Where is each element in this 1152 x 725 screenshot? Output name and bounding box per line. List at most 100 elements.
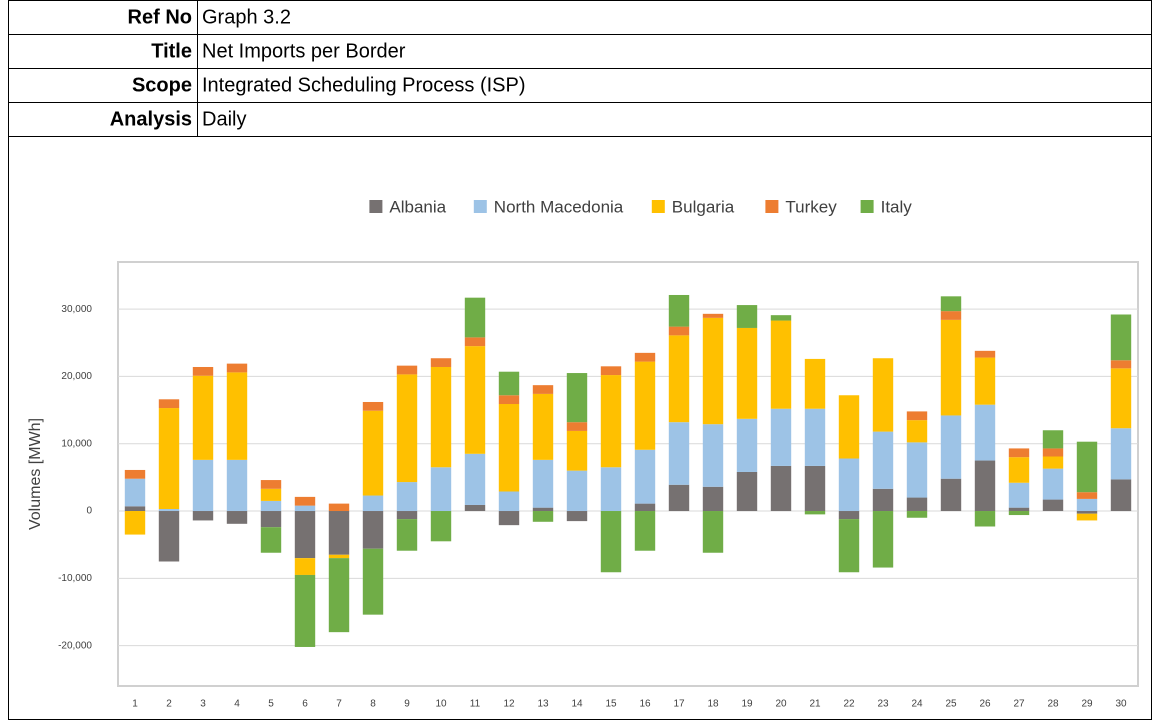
row-label: Ref No bbox=[128, 6, 192, 28]
bar-segment bbox=[940, 478, 962, 512]
bar-segment bbox=[532, 459, 554, 508]
bar-segment bbox=[1042, 430, 1064, 449]
bar-segment bbox=[736, 305, 758, 328]
bar-segment bbox=[192, 459, 214, 512]
bar-segment bbox=[906, 511, 928, 518]
bar-segment bbox=[838, 458, 860, 512]
bar-segment bbox=[940, 319, 962, 416]
row-label: Analysis bbox=[110, 108, 192, 130]
bar-segment bbox=[668, 422, 690, 485]
bar-segment bbox=[838, 395, 860, 459]
bar-segment bbox=[566, 422, 588, 431]
x-tick-label: 18 bbox=[707, 699, 719, 710]
bar-segment bbox=[396, 482, 418, 512]
bar-segment bbox=[362, 548, 384, 615]
x-tick-label: 25 bbox=[945, 699, 957, 710]
x-tick-label: 21 bbox=[809, 699, 821, 710]
bar-segment bbox=[1042, 499, 1064, 512]
x-tick-label: 12 bbox=[503, 699, 515, 710]
bar-segment bbox=[838, 519, 860, 573]
header: Ref No Graph 3.2 Title Net Imports per Bord… bbox=[8, 0, 1152, 137]
row-value: Integrated Scheduling Process (ISP) bbox=[202, 74, 526, 96]
bar-segment bbox=[328, 511, 350, 555]
bar-segment bbox=[1076, 513, 1098, 521]
bar-segment bbox=[498, 491, 520, 512]
bar-segment bbox=[260, 527, 282, 553]
x-tick-label: 20 bbox=[775, 699, 787, 710]
plot-area bbox=[117, 261, 1139, 687]
legend-swatch bbox=[651, 200, 665, 213]
bar-segment bbox=[464, 504, 486, 512]
bar-segment bbox=[566, 373, 588, 423]
bar-segment bbox=[362, 401, 384, 411]
bar-segment bbox=[1008, 482, 1030, 508]
bar-segment bbox=[498, 404, 520, 492]
x-tick-label: 29 bbox=[1081, 699, 1093, 710]
bar-segment bbox=[192, 375, 214, 460]
bar-segment bbox=[634, 449, 656, 504]
bar-segment bbox=[702, 511, 724, 553]
x-tick-label: 6 bbox=[302, 699, 308, 710]
bar-segment bbox=[430, 358, 452, 367]
legend-swatch bbox=[473, 200, 487, 213]
x-tick-label: 23 bbox=[877, 699, 889, 710]
bar-segment bbox=[906, 442, 928, 498]
bar-segment bbox=[1008, 448, 1030, 458]
bar-segment bbox=[260, 480, 282, 489]
x-tick-label: 11 bbox=[470, 699, 481, 710]
bar-segment bbox=[974, 350, 996, 358]
bar-segment bbox=[532, 507, 554, 512]
bar-segment bbox=[770, 408, 792, 466]
bar-segment bbox=[872, 358, 894, 432]
bar-segment bbox=[702, 313, 724, 318]
bar-segment bbox=[498, 511, 520, 526]
bar-segment bbox=[328, 503, 350, 512]
bar-segment bbox=[1042, 456, 1064, 469]
bar-segment bbox=[158, 408, 180, 509]
bar-segment bbox=[464, 346, 486, 454]
bar-segment bbox=[770, 465, 792, 512]
bar-segment bbox=[294, 505, 316, 512]
x-tick-label: 26 bbox=[979, 699, 991, 710]
bar-segment bbox=[260, 511, 282, 528]
bar-segment bbox=[1076, 492, 1098, 499]
legend-label: Turkey bbox=[785, 197, 837, 216]
bar-segment bbox=[498, 395, 520, 405]
bar-segment bbox=[1110, 314, 1132, 361]
bar-segment bbox=[940, 311, 962, 320]
bar-segment bbox=[1076, 511, 1098, 514]
x-tick-label: 13 bbox=[537, 699, 549, 710]
bar-segment bbox=[974, 511, 996, 527]
bar-segment bbox=[430, 511, 452, 542]
bar-segment bbox=[226, 511, 248, 524]
bar-segment bbox=[464, 297, 486, 338]
bar-segment bbox=[226, 372, 248, 460]
bar-segment bbox=[600, 467, 622, 512]
x-tick-label: 24 bbox=[911, 699, 923, 710]
bar-segment bbox=[566, 470, 588, 512]
bar-segment bbox=[770, 320, 792, 409]
bar-segment bbox=[600, 375, 622, 468]
bar-segment bbox=[906, 497, 928, 512]
y-axis-title: Volumes [MWh] bbox=[27, 418, 44, 530]
bar-segment bbox=[804, 511, 826, 515]
row-value: Net Imports per Border bbox=[202, 40, 406, 62]
bar-segment bbox=[974, 404, 996, 461]
legend-label: Italy bbox=[881, 197, 913, 216]
bar-segment bbox=[634, 511, 656, 551]
bar-segment bbox=[668, 335, 690, 423]
bar-segment bbox=[464, 453, 486, 505]
legend-swatch bbox=[765, 200, 779, 213]
bar-segment bbox=[532, 385, 554, 394]
x-tick-label: 17 bbox=[673, 699, 685, 710]
bar-segment bbox=[634, 503, 656, 512]
row-label: Scope bbox=[132, 74, 192, 96]
bar-segment bbox=[736, 327, 758, 419]
bar-segment bbox=[362, 511, 384, 549]
y-tick-label: 20,000 bbox=[61, 371, 92, 382]
x-tick-label: 10 bbox=[435, 699, 447, 710]
bar-segment bbox=[1110, 479, 1132, 512]
bar-segment bbox=[328, 554, 350, 559]
bar-segment bbox=[974, 357, 996, 405]
